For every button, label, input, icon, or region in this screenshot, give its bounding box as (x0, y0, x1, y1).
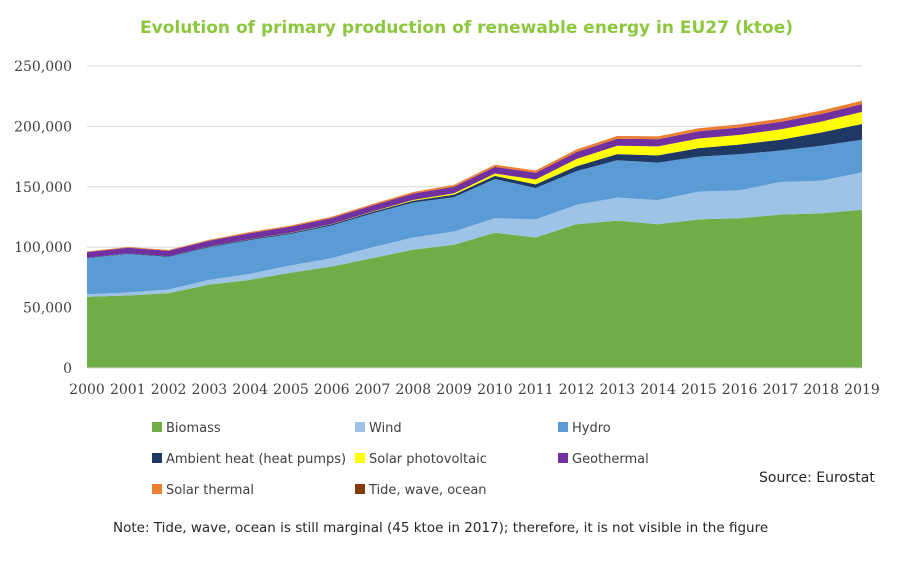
legend-swatch (152, 422, 162, 432)
x-tick-label: 2016 (722, 382, 758, 398)
legend-label: Biomass (166, 421, 221, 436)
legend-label: Solar thermal (166, 483, 254, 498)
stacked-areas (87, 100, 862, 369)
x-tick-label: 2000 (69, 382, 105, 398)
legend-item: Biomass (152, 421, 221, 436)
legend: Biomass Wind Hydro Ambient heat (heat pumps… (152, 421, 649, 498)
area-biomass (87, 209, 862, 368)
y-tick-label: 0 (63, 361, 72, 377)
legend-item: Geothermal (558, 452, 649, 467)
y-tick-label: 200,000 (14, 119, 72, 135)
legend-swatch (355, 484, 365, 494)
legend-label: Solar photovoltaic (369, 452, 487, 467)
y-tick-label: 50,000 (23, 301, 72, 317)
legend-swatch (152, 484, 162, 494)
x-tick-label: 2014 (640, 382, 676, 398)
legend-item: Solar thermal (152, 483, 254, 498)
x-tick-label: 2002 (151, 382, 187, 398)
legend-item: Wind (355, 421, 402, 436)
area-solar-photovoltaic (87, 111, 862, 258)
area-wind (87, 172, 862, 297)
x-tick-label: 2012 (559, 382, 595, 398)
x-tick-label: 2007 (355, 382, 391, 398)
x-axis: 2000 2001 2002 2003 2004 2005 2006 2007 2008 2009… (69, 382, 880, 398)
legend-label: Wind (369, 421, 402, 436)
x-tick-label: 2019 (844, 382, 880, 398)
x-tick-label: 2013 (599, 382, 635, 398)
legend-item: Solar photovoltaic (355, 452, 487, 467)
area-hydro (87, 139, 862, 295)
x-tick-label: 2008 (395, 382, 431, 398)
y-tick-label: 100,000 (14, 240, 72, 256)
x-tick-label: 2015 (681, 382, 717, 398)
chart-title: Evolution of primary production of renew… (140, 18, 793, 38)
x-tick-label: 2018 (803, 382, 839, 398)
x-tick-label: 2010 (477, 382, 513, 398)
x-tick-label: 2009 (436, 382, 472, 398)
legend-swatch (355, 453, 365, 463)
legend-swatch (558, 422, 568, 432)
legend-item: Tide, wave, ocean (355, 483, 487, 498)
x-tick-label: 2011 (518, 382, 554, 398)
x-tick-label: 2006 (314, 382, 350, 398)
x-tick-label: 2004 (232, 382, 268, 398)
x-tick-label: 2005 (273, 382, 309, 398)
legend-item: Hydro (558, 421, 611, 436)
y-axis: 0 50,000 100,000 150,000 200,000 250,000 (14, 59, 72, 377)
y-tick-label: 250,000 (14, 59, 72, 75)
area-solar-thermal (87, 100, 862, 253)
legend-item: Ambient heat (heat pumps) (152, 452, 346, 467)
legend-swatch (355, 422, 365, 432)
footnote: Note: Tide, wave, ocean is still margina… (113, 520, 768, 536)
legend-swatch (152, 453, 162, 463)
source-note: Source: Eurostat (759, 470, 875, 486)
x-tick-label: 2003 (192, 382, 228, 398)
area-ambient-heat-heat-pumps (87, 123, 862, 259)
legend-label: Ambient heat (heat pumps) (166, 452, 346, 467)
x-tick-label: 2017 (763, 382, 799, 398)
y-tick-label: 150,000 (14, 180, 72, 196)
legend-swatch (558, 453, 568, 463)
legend-label: Hydro (572, 421, 611, 436)
legend-label: Geothermal (572, 452, 649, 467)
legend-label: Tide, wave, ocean (368, 483, 487, 498)
x-tick-label: 2001 (110, 382, 146, 398)
area-geothermal (87, 104, 862, 258)
